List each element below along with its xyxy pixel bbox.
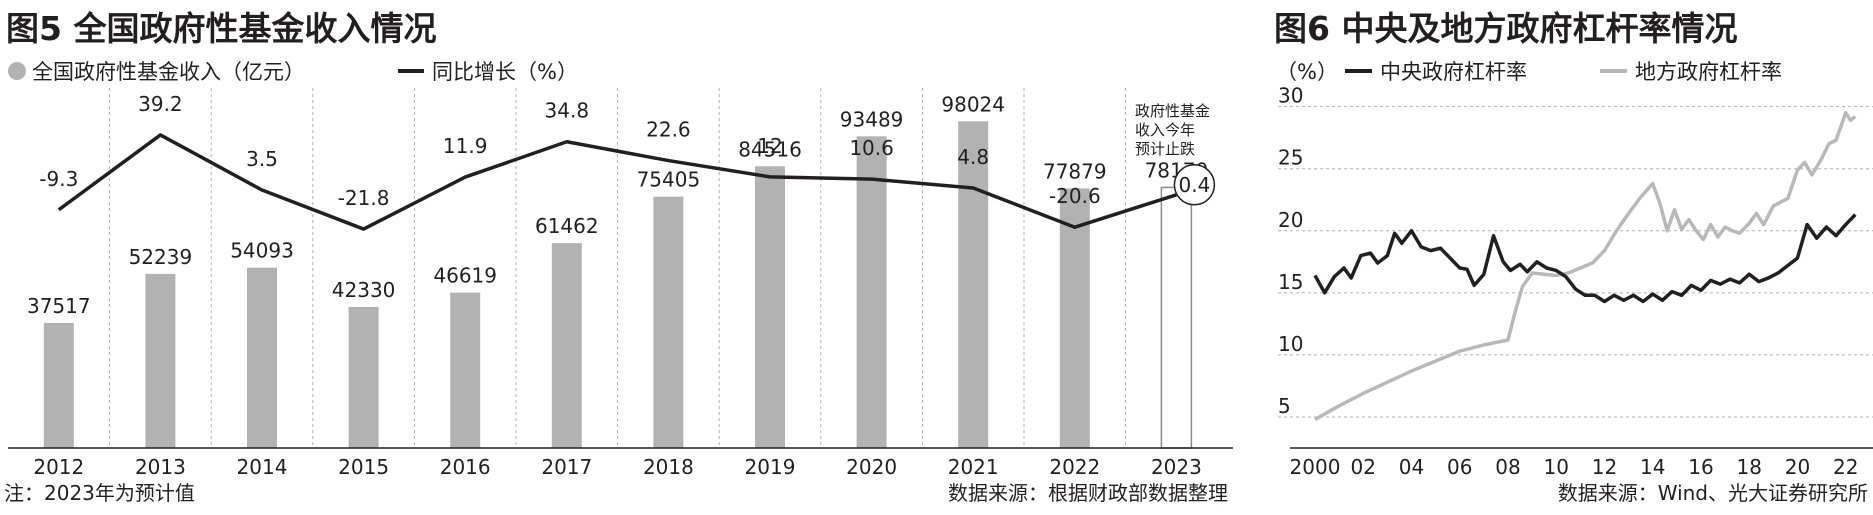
right-y-tick-label: 25 (1278, 146, 1303, 170)
left-x-tick-label: 2023 (1151, 455, 1202, 479)
left-source: 数据来源：根据财政部数据整理 (948, 481, 1228, 505)
growth-value-label: 0.4 (1178, 173, 1210, 197)
right-x-tick-label: 10 (1544, 455, 1569, 479)
bar-value-label: 98024 (941, 92, 1005, 116)
bar (1059, 188, 1090, 449)
left-x-tick-label: 2022 (1049, 455, 1100, 479)
legend-bar-label: 全国政府性基金收入（亿元） (32, 60, 305, 84)
right-x-tick-label: 16 (1688, 455, 1713, 479)
bar-value-label: 77879 (1043, 159, 1107, 183)
left-x-tick-label: 2020 (846, 455, 897, 479)
right-y-tick-label: 15 (1278, 270, 1303, 294)
bar (450, 292, 481, 448)
right-y-tick-labels: 5 10 15 20 25 30 (1278, 84, 1303, 418)
bar (43, 322, 74, 448)
legend-central-label: 中央政府杠杆率 (1380, 60, 1527, 84)
growth-value-label: 4.8 (957, 145, 989, 169)
right-x-tick-label: 18 (1736, 455, 1761, 479)
right-unit-label: （%） (1276, 60, 1338, 84)
annotation-line-3: 预计止跌 (1135, 140, 1195, 158)
bar-value-label: 75405 (637, 168, 701, 192)
growth-value-label: 11.9 (443, 134, 488, 158)
left-x-tick-label: 2014 (237, 455, 288, 479)
left-x-tick-label: 2015 (338, 455, 389, 479)
left-note: 注：2023年为预计值 (4, 481, 195, 505)
bar (247, 267, 277, 448)
bar-value-label: 93489 (840, 107, 904, 131)
bar (1160, 186, 1193, 449)
right-lines (1313, 111, 1857, 421)
bar-value-label: 84516 (738, 137, 802, 161)
left-x-tick-label: 2017 (541, 455, 592, 479)
left-chart: 图5 全国政府性基金收入情况 全国政府性基金收入（亿元） 同比增长（%） 375… (4, 9, 1233, 505)
right-x-tick-label: 20 (1785, 455, 1810, 479)
bar-value-label: 54093 (230, 239, 294, 263)
left-chart-title: 图5 全国政府性基金收入情况 (6, 9, 436, 48)
growth-highlight-circle (1173, 164, 1216, 206)
right-x-tick-label: 04 (1399, 455, 1424, 479)
right-source: 数据来源：Wind、光大证券研究所 (1558, 481, 1868, 505)
growth-value-label: -9.3 (39, 167, 78, 191)
growth-value-label: -21.8 (338, 186, 390, 210)
annotation: 政府性基金 收入今年 预计止跌 (1135, 102, 1210, 158)
right-chart: 图6 中央及地方政府杠杆率情况 （%） 中央政府杠杆率 地方政府杠杆率 5 10 1… (1274, 9, 1873, 505)
left-x-tick-label: 2018 (643, 455, 694, 479)
growth-value-label: 39.2 (138, 92, 183, 116)
left-x-tick-label: 2012 (33, 455, 84, 479)
bar (551, 243, 582, 448)
right-x-tick-label: 02 (1351, 455, 1376, 479)
right-y-tick-label: 20 (1278, 208, 1303, 232)
growth-value-label: 10.6 (849, 136, 894, 160)
right-x-tick-label: 14 (1640, 455, 1665, 479)
legend-local-label: 地方政府杠杆率 (1635, 60, 1782, 84)
right-x-tick-label: 06 (1447, 455, 1472, 479)
bar-value-label: 42330 (332, 278, 396, 302)
left-bars (43, 121, 1193, 449)
left-x-tick-label: 2019 (745, 455, 796, 479)
left-x-tick-labels: 2012 2013 2014 2015 2016 2017 2018 2019 2020 2021… (33, 455, 1202, 479)
right-grid (1278, 106, 1873, 418)
bar-value-label: 52239 (129, 245, 193, 269)
bar (755, 166, 785, 448)
bar-value-label: 37517 (27, 294, 91, 318)
growth-value-label: 34.8 (545, 99, 590, 123)
right-chart-title: 图6 中央及地方政府杠杆率情况 (1274, 9, 1737, 48)
left-growth-line (57, 133, 1177, 231)
left-x-tick-label: 2013 (135, 455, 186, 479)
left-growth-labels: -9.3 39.2 3.5 -21.8 11.9 34.8 22.6 12 10.6 4.8 -20… (39, 92, 1216, 210)
bar-value-label: 46619 (433, 264, 497, 288)
left-bar-labels: 37517 52239 54093 42330 46619 61462 75405 84516… (27, 92, 1208, 318)
central-leverage-line (1313, 213, 1857, 304)
right-x-tick-label: 22 (1833, 455, 1858, 479)
growth-value-label: 12 (757, 134, 782, 158)
growth-value-label: -20.6 (1049, 184, 1101, 208)
right-x-tick-label: 2000 (1290, 455, 1341, 479)
right-x-tick-label: 12 (1592, 455, 1617, 479)
right-y-tick-label: 5 (1278, 394, 1291, 418)
right-x-tick-labels: 2000 02 04 06 08 10 12 14 16 18 20 22 (1290, 455, 1859, 479)
annotation-line-2: 收入今年 (1135, 121, 1195, 139)
left-grid (109, 88, 1127, 448)
growth-value-label: 22.6 (646, 118, 691, 142)
bar (653, 196, 684, 448)
bar (856, 136, 887, 448)
right-x-tick-label: 08 (1495, 455, 1520, 479)
bar (145, 273, 176, 448)
left-legend: 全国政府性基金收入（亿元） 同比增长（%） (8, 60, 578, 84)
local-leverage-line (1314, 111, 1857, 421)
left-x-tick-label: 2016 (440, 455, 491, 479)
legend-line-label: 同比增长（%） (432, 60, 578, 84)
right-y-tick-label: 30 (1278, 84, 1303, 108)
legend-bar-swatch (8, 62, 26, 80)
bar-value-label: 61462 (535, 214, 599, 238)
growth-line (57, 133, 1177, 231)
bar (348, 306, 379, 448)
bar (958, 121, 989, 449)
annotation-line-1: 政府性基金 (1135, 102, 1210, 120)
right-y-tick-label: 10 (1278, 332, 1303, 356)
growth-value-label: 3.5 (246, 147, 278, 171)
left-x-tick-label: 2021 (948, 455, 999, 479)
